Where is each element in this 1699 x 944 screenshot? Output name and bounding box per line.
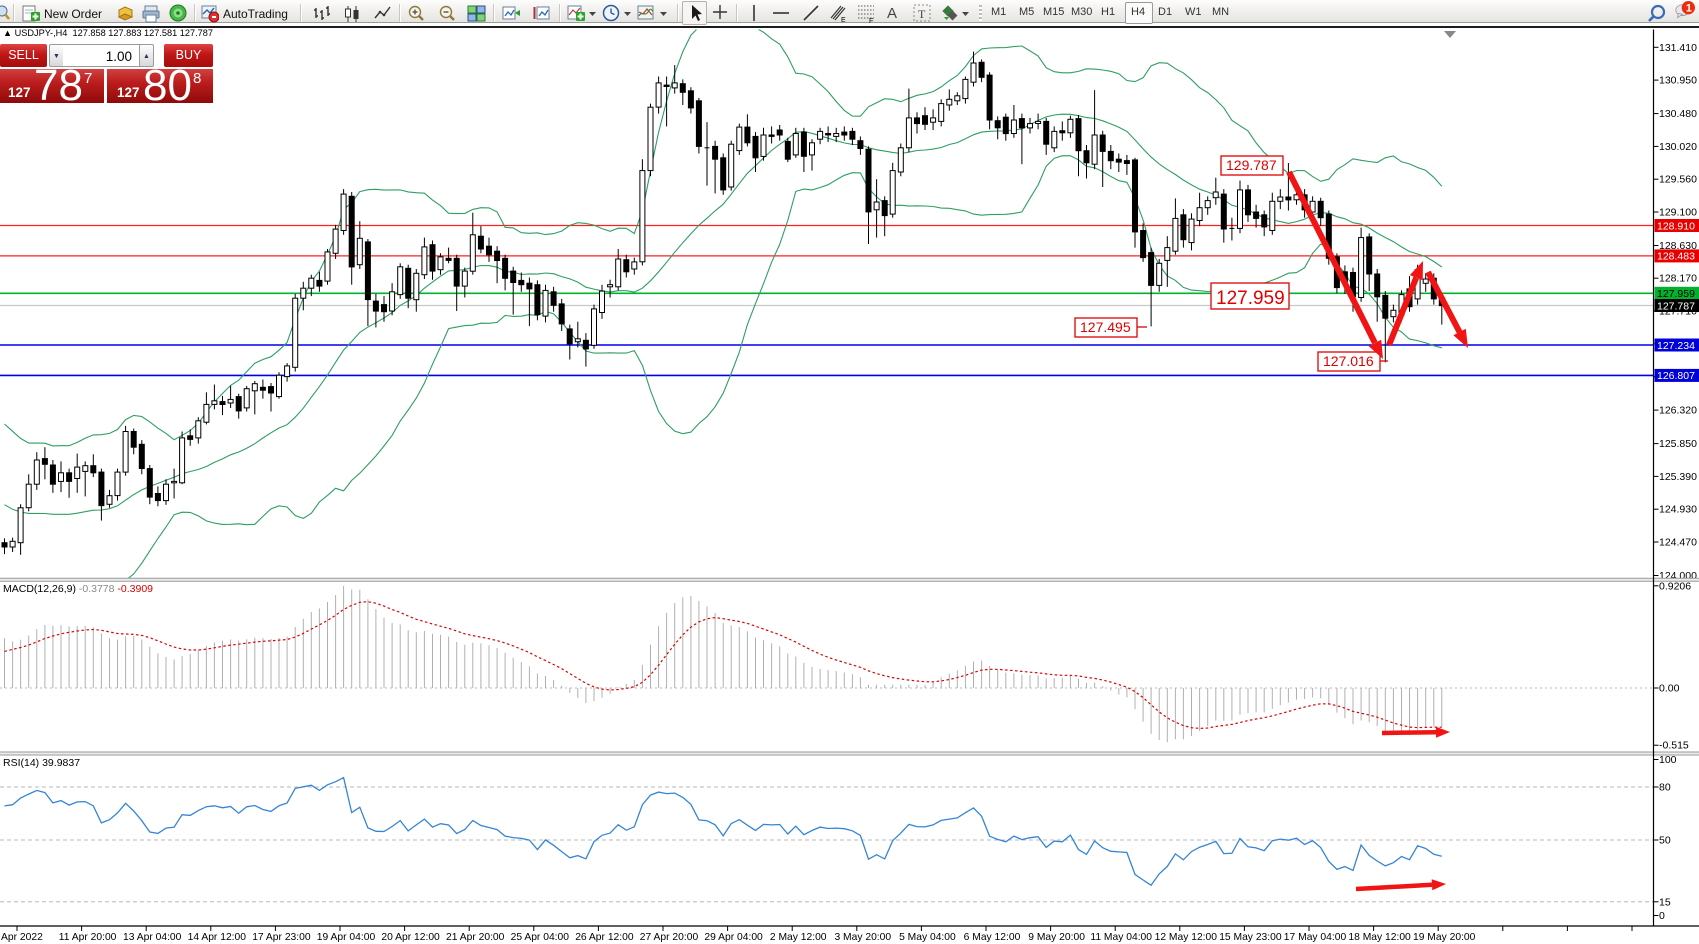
svg-text:127.234: 127.234 <box>1657 340 1695 352</box>
svg-text:12 May 12:00: 12 May 12:00 <box>1155 932 1218 943</box>
svg-text:6 May 12:00: 6 May 12:00 <box>964 932 1021 943</box>
svg-text:127.495: 127.495 <box>1080 319 1131 335</box>
svg-text:19 May 20:00: 19 May 20:00 <box>1413 932 1476 943</box>
svg-text:19 Apr 04:00: 19 Apr 04:00 <box>317 932 376 943</box>
svg-text:127.787: 127.787 <box>1657 300 1695 312</box>
svg-text:127.016: 127.016 <box>1323 353 1374 369</box>
svg-text:80: 80 <box>1659 782 1671 794</box>
svg-text:128.910: 128.910 <box>1657 220 1695 232</box>
svg-text:21 Apr 20:00: 21 Apr 20:00 <box>446 932 505 943</box>
svg-text:RSI(14) 39.9837: RSI(14) 39.9837 <box>3 757 80 769</box>
svg-text:124.470: 124.470 <box>1659 537 1697 549</box>
svg-text:128.483: 128.483 <box>1657 251 1695 263</box>
svg-text:124.930: 124.930 <box>1659 504 1697 516</box>
svg-text:-0.515: -0.515 <box>1659 740 1689 752</box>
svg-text:14 Apr 12:00: 14 Apr 12:00 <box>188 932 247 943</box>
svg-text:17 Apr 23:00: 17 Apr 23:00 <box>252 932 311 943</box>
svg-text:130.020: 130.020 <box>1659 141 1697 153</box>
svg-text:F: F <box>869 18 873 23</box>
svg-text:15 May 23:00: 15 May 23:00 <box>1219 932 1282 943</box>
svg-text:5 May 04:00: 5 May 04:00 <box>899 932 956 943</box>
svg-text:128.630: 128.630 <box>1659 240 1697 252</box>
svg-text:18 May 12:00: 18 May 12:00 <box>1348 932 1411 943</box>
svg-text:0: 0 <box>1659 910 1665 922</box>
svg-text:T: T <box>918 7 926 21</box>
svg-text:9 May 20:00: 9 May 20:00 <box>1028 932 1085 943</box>
svg-text:127.959: 127.959 <box>1657 288 1695 300</box>
svg-text:25 Apr 04:00: 25 Apr 04:00 <box>511 932 570 943</box>
svg-text:20 Apr 12:00: 20 Apr 12:00 <box>381 932 440 943</box>
svg-text:129.787: 129.787 <box>1226 157 1277 173</box>
svg-text:131.410: 131.410 <box>1659 42 1697 54</box>
svg-text:130.950: 130.950 <box>1659 75 1697 87</box>
svg-text:50: 50 <box>1659 835 1671 847</box>
svg-text:100: 100 <box>1659 754 1677 766</box>
svg-text:126.320: 126.320 <box>1659 405 1697 417</box>
svg-text:0.9206: 0.9206 <box>1659 580 1691 592</box>
svg-text:130.480: 130.480 <box>1659 108 1697 120</box>
svg-text:3 May 20:00: 3 May 20:00 <box>834 932 891 943</box>
svg-text:0.00: 0.00 <box>1659 683 1680 695</box>
svg-text:2 May 12:00: 2 May 12:00 <box>770 932 827 943</box>
svg-text:E: E <box>841 17 846 23</box>
svg-text:17 May 04:00: 17 May 04:00 <box>1284 932 1347 943</box>
svg-text:11 Apr 20:00: 11 Apr 20:00 <box>59 932 117 943</box>
svg-text:27 Apr 20:00: 27 Apr 20:00 <box>640 932 699 943</box>
svg-text:128.170: 128.170 <box>1659 273 1697 285</box>
svg-text:13 Apr 04:00: 13 Apr 04:00 <box>123 932 182 943</box>
svg-text:11 May 04:00: 11 May 04:00 <box>1090 932 1152 943</box>
svg-text:1: 1 <box>1686 2 1692 14</box>
svg-text:26 Apr 12:00: 26 Apr 12:00 <box>575 932 634 943</box>
svg-text:125.390: 125.390 <box>1659 471 1697 483</box>
svg-text:127.959: 127.959 <box>1216 288 1285 309</box>
svg-text:125.850: 125.850 <box>1659 438 1697 450</box>
svg-text:Apr 2022: Apr 2022 <box>1 932 43 943</box>
svg-text:MACD(12,26,9) -0.3778 -0.3909: MACD(12,26,9) -0.3778 -0.3909 <box>3 583 153 595</box>
svg-text:15: 15 <box>1659 896 1671 908</box>
svg-text:29 Apr 04:00: 29 Apr 04:00 <box>704 932 763 943</box>
svg-text:129.100: 129.100 <box>1659 207 1697 219</box>
svg-text:129.560: 129.560 <box>1659 174 1697 186</box>
svg-text:126.807: 126.807 <box>1657 370 1695 382</box>
